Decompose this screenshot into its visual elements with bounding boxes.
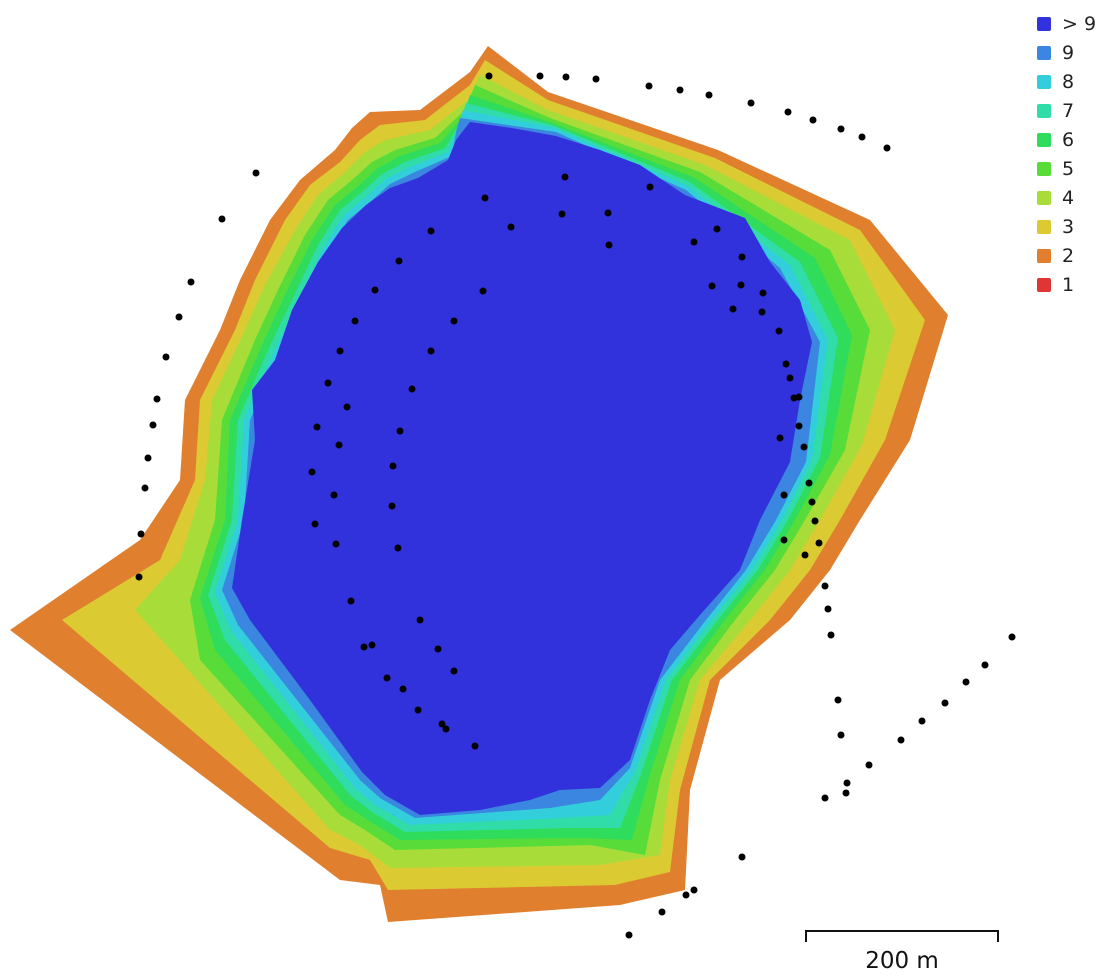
legend-label: 4 — [1062, 187, 1075, 209]
scale-bar-tick-left — [805, 930, 807, 942]
camera-positions — [135, 72, 1016, 939]
legend-label: 7 — [1062, 100, 1075, 122]
legend-label: > 9 — [1062, 13, 1097, 35]
legend-label: 3 — [1062, 216, 1075, 238]
swatch-square-icon — [1037, 249, 1051, 263]
legend-label: 9 — [1062, 42, 1075, 64]
legend-label: 1 — [1062, 274, 1075, 296]
swatch-square-icon — [1037, 46, 1051, 60]
swatch-square-icon — [1037, 278, 1051, 292]
scale-bar: 200 m — [805, 930, 999, 974]
scale-bar-label: 200 m — [865, 948, 939, 974]
swatch-square-icon — [1037, 17, 1051, 31]
swatch-square-icon — [1037, 133, 1051, 147]
scale-bar-tick-right — [997, 930, 999, 942]
legend-label: 2 — [1062, 245, 1075, 267]
legend-label: 6 — [1062, 129, 1075, 151]
swatch-square-icon — [1037, 220, 1051, 234]
legend-label: 8 — [1062, 71, 1075, 93]
overlap-region-above-9 — [232, 122, 812, 815]
swatch-square-icon — [1037, 104, 1051, 118]
swatch-square-icon — [1037, 191, 1051, 205]
legend-label: 5 — [1062, 158, 1075, 180]
swatch-square-icon — [1037, 75, 1051, 89]
swatch-square-icon — [1037, 162, 1051, 176]
